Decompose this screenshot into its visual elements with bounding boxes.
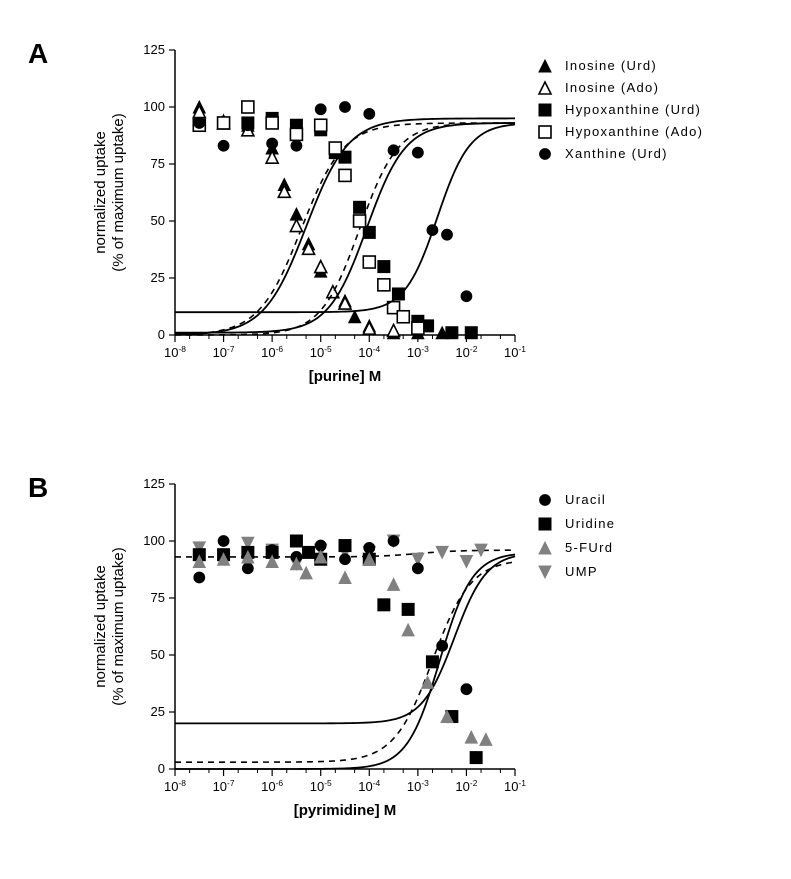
svg-text:Hypoxanthine (Urd): Hypoxanthine (Urd) [565, 102, 701, 117]
panel-b-legend: Uracil Uridine 5-FUrd UMP [539, 492, 615, 579]
svg-text:10-1: 10-1 [504, 778, 526, 794]
svg-text:10-7: 10-7 [213, 344, 235, 360]
svg-text:10-2: 10-2 [455, 344, 477, 360]
svg-text:10-3: 10-3 [407, 778, 429, 794]
svg-text:10-3: 10-3 [407, 344, 429, 360]
svg-text:10-1: 10-1 [504, 344, 526, 360]
svg-text:125: 125 [143, 42, 165, 57]
svg-text:10-5: 10-5 [310, 344, 332, 360]
svg-text:10-4: 10-4 [358, 778, 380, 794]
svg-text:0: 0 [158, 327, 165, 342]
svg-text:Hypoxanthine (Ado): Hypoxanthine (Ado) [565, 124, 703, 139]
svg-text:10-6: 10-6 [261, 778, 283, 794]
svg-text:normalized uptake: normalized uptake [92, 131, 109, 254]
svg-text:10-6: 10-6 [261, 344, 283, 360]
svg-text:10-2: 10-2 [455, 778, 477, 794]
svg-text:Uridine: Uridine [565, 516, 615, 531]
svg-text:100: 100 [143, 99, 165, 114]
panel-b-svg: 0 25 50 75 100 125 normalized uptake(% of maxi… [60, 454, 760, 874]
svg-text:(% of maximum uptake): (% of maximum uptake) [110, 547, 127, 705]
svg-text:75: 75 [151, 156, 165, 171]
svg-text:10-5: 10-5 [310, 778, 332, 794]
panel-b: 0 25 50 75 100 125 normalized uptake(% of maxi… [60, 454, 760, 874]
panel-b-label: B [28, 472, 48, 504]
figure-root: A 0255075100125normalized uptake(% of ma… [0, 0, 791, 873]
svg-text:UMP: UMP [565, 564, 598, 579]
svg-text:normalized uptake: normalized uptake [92, 565, 109, 688]
panel-a-label: A [28, 38, 48, 70]
svg-text:125: 125 [143, 476, 165, 491]
svg-text:100: 100 [143, 533, 165, 548]
svg-text:10-8: 10-8 [164, 778, 186, 794]
svg-text:Uracil: Uracil [565, 492, 606, 507]
panel-a: 0 25 50 75 100 125 normalized uptake(% of maxi… [60, 20, 760, 440]
svg-text:Inosine (Ado): Inosine (Ado) [565, 80, 659, 95]
panel-a-legend: Inosine (Urd) Inosine (Ado) Hypoxanthine (… [539, 58, 703, 161]
panel-a-svg: 0 25 50 75 100 125 normalized uptake(% of maxi… [60, 20, 760, 440]
svg-text:75: 75 [151, 590, 165, 605]
svg-text:5-FUrd: 5-FUrd [565, 540, 613, 555]
svg-text:25: 25 [151, 704, 165, 719]
svg-text:50: 50 [151, 647, 165, 662]
svg-text:(% of maximum uptake): (% of maximum uptake) [110, 113, 127, 271]
svg-text:Inosine (Urd): Inosine (Urd) [565, 58, 657, 73]
svg-text:[pyrimidine] M: [pyrimidine] M [294, 802, 397, 819]
svg-text:10-4: 10-4 [358, 344, 380, 360]
svg-text:[purine] M: [purine] M [309, 368, 382, 385]
svg-text:50: 50 [151, 213, 165, 228]
svg-text:0: 0 [158, 761, 165, 776]
svg-text:10-7: 10-7 [213, 778, 235, 794]
svg-text:10-8: 10-8 [164, 344, 186, 360]
svg-text:Xanthine (Urd): Xanthine (Urd) [565, 146, 668, 161]
svg-text:25: 25 [151, 270, 165, 285]
